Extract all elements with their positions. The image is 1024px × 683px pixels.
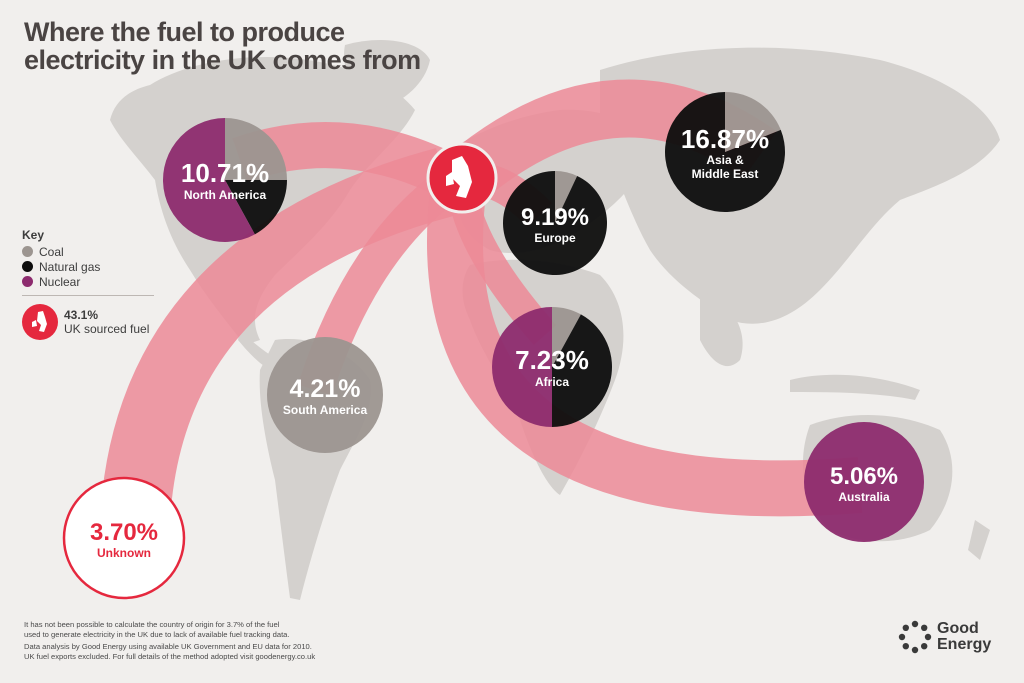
new-zealand-land	[968, 520, 990, 560]
pie-label-south-america: South America	[283, 403, 368, 417]
footnote-line-3: Data analysis by Good Energy using avail…	[24, 642, 312, 652]
pie-unknown: 3.70%Unknown	[62, 476, 186, 600]
pie-slice-natural-gas	[503, 171, 607, 276]
pie-label-europe: Europe	[534, 231, 576, 245]
pie-africa: 7.23%Africa	[492, 307, 613, 427]
pie-slice-natural-gas	[225, 180, 287, 235]
pie-label-australia: Australia	[838, 490, 890, 504]
pie-slice-coal	[267, 337, 383, 453]
south-asia-land	[700, 290, 743, 367]
chart-title-line-2: electricity in the UK comes from	[24, 45, 421, 75]
indonesia-land	[790, 374, 920, 400]
pie-slice-unknown	[62, 476, 186, 600]
pie-slice-natural-gas	[665, 92, 785, 213]
pie-slice-coal	[552, 307, 581, 367]
legend: Key Coal Natural gas Nuclear 43.1% UK so…	[22, 228, 162, 340]
pie-slice-nuclear	[162, 118, 255, 243]
footnote-line-4: UK fuel exports excluded. For full detai…	[24, 651, 316, 661]
uk-badge	[426, 142, 498, 214]
pie-label-unknown: Unknown	[97, 546, 151, 560]
pie-south-america: 4.21%South America	[267, 337, 383, 453]
pie-slice-coal	[725, 92, 781, 152]
chart-title: Where the fuel to produce electricity in…	[24, 18, 444, 74]
region-pies: 10.71%North America 16.87%Asia &Middle Ea…	[62, 92, 924, 600]
good-energy-logo: Good Energy	[898, 620, 991, 654]
pie-value-unknown: 3.70%	[90, 519, 158, 546]
natural-gas-swatch	[22, 261, 33, 272]
pie-value-south-america: 4.21%	[290, 375, 361, 403]
pie-label-asia-middle-east-1: Asia &	[706, 153, 744, 167]
pie-value-africa: 7.23%	[515, 345, 589, 375]
pie-label-north-america: North America	[184, 188, 267, 202]
pie-value-asia-middle-east: 16.87%	[681, 124, 769, 154]
logo-word-2: Energy	[937, 636, 992, 653]
legend-uk-sourced: 43.1% UK sourced fuel	[22, 304, 162, 340]
pie-australia: 5.06%Australia	[804, 422, 924, 542]
legend-label-nuclear: Nuclear	[39, 274, 81, 289]
legend-item-natural-gas: Natural gas	[22, 259, 162, 274]
uk-sourced-label: UK sourced fuel	[64, 322, 150, 336]
pie-value-australia: 5.06%	[830, 463, 898, 490]
nuclear-swatch	[22, 276, 33, 287]
footnote-line-2: used to generate electricity in the UK d…	[24, 629, 290, 639]
pie-slice-coal	[555, 171, 578, 223]
pie-europe: 9.19%Europe	[503, 171, 607, 276]
pie-asia-middle-east: 16.87%Asia &Middle East	[665, 92, 785, 213]
arrow-unknown	[100, 148, 454, 523]
pie-slice-nuclear	[492, 307, 552, 427]
arrow-australia	[426, 188, 863, 517]
legend-label-coal: Coal	[39, 244, 64, 259]
legend-item-nuclear: Nuclear	[22, 274, 162, 289]
uk-map-icon	[22, 304, 58, 340]
pie-north-america: 10.71%North America	[162, 118, 287, 243]
uk-map-icon	[446, 156, 472, 198]
pie-value-europe: 9.19%	[521, 204, 589, 231]
footnote-line-1: It has not been possible to calculate th…	[24, 620, 280, 629]
pie-value-north-america: 10.71%	[181, 158, 269, 188]
logo-word-1: Good	[937, 620, 979, 637]
legend-divider	[22, 295, 154, 296]
legend-label-natural-gas: Natural gas	[39, 259, 101, 274]
pie-label-africa: Africa	[535, 375, 569, 389]
pie-slice-natural-gas	[552, 314, 613, 427]
greenland-land	[344, 40, 430, 110]
uk-sourced-value: 43.1%	[64, 308, 99, 322]
legend-title: Key	[22, 228, 45, 242]
pie-slice-coal	[225, 118, 287, 180]
footnote: It has not been possible to calculate th…	[24, 620, 544, 664]
legend-item-coal: Coal	[22, 244, 162, 259]
good-energy-logo-icon	[898, 620, 932, 654]
pie-slice-nuclear	[804, 422, 924, 542]
pie-label-asia-middle-east-2: Middle East	[692, 167, 759, 181]
coal-swatch	[22, 246, 33, 257]
chart-title-line-1: Where the fuel to produce	[24, 17, 345, 47]
